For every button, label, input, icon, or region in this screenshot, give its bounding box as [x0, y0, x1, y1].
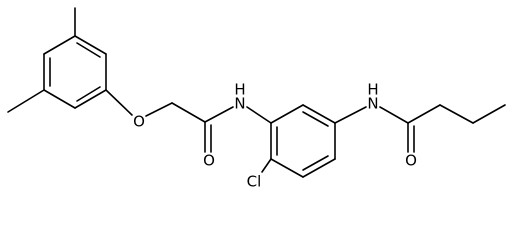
atom-label: O [133, 113, 145, 131]
atom-label: O [405, 152, 417, 170]
atom-labels: O O H N Cl H N O [133, 81, 417, 191]
bonds [7, 7, 506, 178]
atom-hydrogen: H [367, 81, 378, 99]
atom-label: N [234, 95, 245, 113]
atom-hydrogen: H [234, 81, 245, 99]
atom-label: N [367, 95, 378, 113]
atom-label: Cl [247, 173, 262, 191]
molecule-diagram: O O H N Cl H N O [7, 7, 506, 191]
atom-label: O [203, 152, 215, 170]
